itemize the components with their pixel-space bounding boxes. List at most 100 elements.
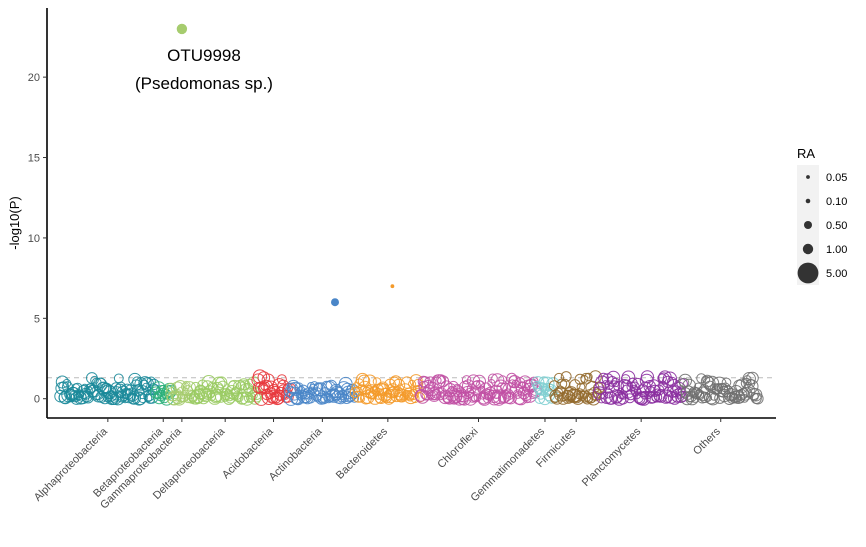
data-point	[553, 372, 565, 384]
data-point	[662, 371, 678, 386]
data-point	[90, 375, 99, 385]
legend-label: 0.50	[826, 220, 847, 232]
data-point	[467, 393, 478, 403]
data-point	[138, 393, 148, 404]
data-point	[695, 386, 711, 402]
data-point	[744, 379, 759, 394]
x-tick-label: Actinobacteria	[267, 425, 325, 483]
legend-key	[804, 221, 812, 229]
legend-label: 5.00	[826, 268, 847, 280]
data-point	[186, 390, 199, 402]
data-point	[151, 381, 166, 395]
x-tick-label: Others	[691, 425, 723, 457]
data-point	[113, 373, 124, 384]
data-point	[512, 389, 523, 399]
data-point	[479, 382, 492, 395]
data-point	[173, 380, 187, 393]
data-point	[500, 382, 511, 394]
data-point	[276, 374, 287, 385]
data-point	[194, 385, 209, 400]
x-tick-label: Gammaproteobacteria	[98, 425, 184, 511]
data-point	[75, 390, 90, 405]
data-point	[640, 390, 650, 400]
data-point	[651, 391, 663, 403]
data-point	[131, 384, 145, 397]
data-point	[424, 376, 437, 389]
data-point	[393, 388, 407, 401]
y-tick-label: 0	[34, 394, 40, 406]
data-point	[621, 370, 636, 385]
data-point	[742, 372, 756, 386]
data-point	[646, 379, 661, 394]
highlight-point	[176, 23, 188, 35]
data-point	[608, 380, 621, 393]
annotation-line2: (Psedomonas sp.)	[135, 74, 273, 93]
data-point	[606, 370, 621, 385]
x-tick-label: Gemmatimonadetes	[469, 425, 548, 504]
annotation-line1: OTU9998	[167, 46, 241, 65]
data-point	[436, 374, 447, 385]
data-point	[148, 378, 160, 391]
data-point	[576, 382, 586, 392]
data-point	[746, 371, 759, 385]
data-point	[492, 389, 502, 399]
data-point	[510, 383, 523, 397]
data-point	[584, 372, 593, 382]
data-point	[631, 377, 644, 391]
legend-key	[802, 243, 814, 255]
data-point	[561, 390, 576, 404]
data-point	[408, 379, 416, 388]
data-point	[751, 392, 764, 405]
data-point	[522, 394, 532, 404]
data-point	[579, 390, 592, 403]
highlight-point	[390, 284, 395, 289]
y-tick-label: 20	[28, 72, 40, 84]
y-tick-label: 15	[28, 153, 40, 165]
data-point	[127, 390, 141, 405]
data-point	[471, 380, 486, 394]
data-point	[603, 388, 614, 399]
data-point	[657, 372, 670, 385]
data-point	[357, 374, 371, 387]
legend: RA 0.05 0.10 0.50 1.00 5.00	[797, 146, 847, 285]
data-point	[538, 376, 550, 387]
data-point	[288, 381, 303, 396]
data-point	[473, 393, 482, 402]
data-point	[245, 392, 257, 403]
data-point	[535, 382, 549, 396]
data-point	[146, 376, 156, 386]
legend-key	[806, 175, 810, 179]
data-point	[412, 378, 424, 390]
y-tick-label: 10	[28, 233, 40, 245]
data-point	[461, 375, 472, 385]
data-point	[417, 375, 430, 388]
data-point	[646, 390, 660, 404]
data-point	[317, 394, 327, 404]
data-point	[492, 389, 507, 405]
data-point	[533, 382, 545, 394]
data-point	[502, 390, 512, 399]
data-point	[457, 391, 472, 406]
data-point	[636, 391, 651, 406]
data-point	[616, 387, 625, 396]
x-tick-label: Planctomycetes	[580, 425, 644, 489]
data-point	[400, 376, 414, 389]
data-point	[712, 376, 727, 391]
data-point	[261, 373, 275, 387]
legend-label: 1.00	[826, 244, 847, 256]
data-point	[170, 388, 183, 402]
legend-title: RA	[797, 146, 815, 161]
x-tick-label: Chloroflexi	[435, 426, 480, 471]
data-point	[138, 376, 152, 390]
data-point	[301, 391, 314, 405]
data-point	[227, 379, 242, 395]
data-point	[525, 378, 539, 392]
data-point	[431, 389, 441, 399]
data-point	[539, 376, 555, 392]
data-point	[248, 391, 262, 405]
data-point	[362, 374, 377, 389]
data-point	[592, 386, 607, 400]
legend-key	[797, 262, 819, 284]
data-point	[740, 377, 752, 389]
